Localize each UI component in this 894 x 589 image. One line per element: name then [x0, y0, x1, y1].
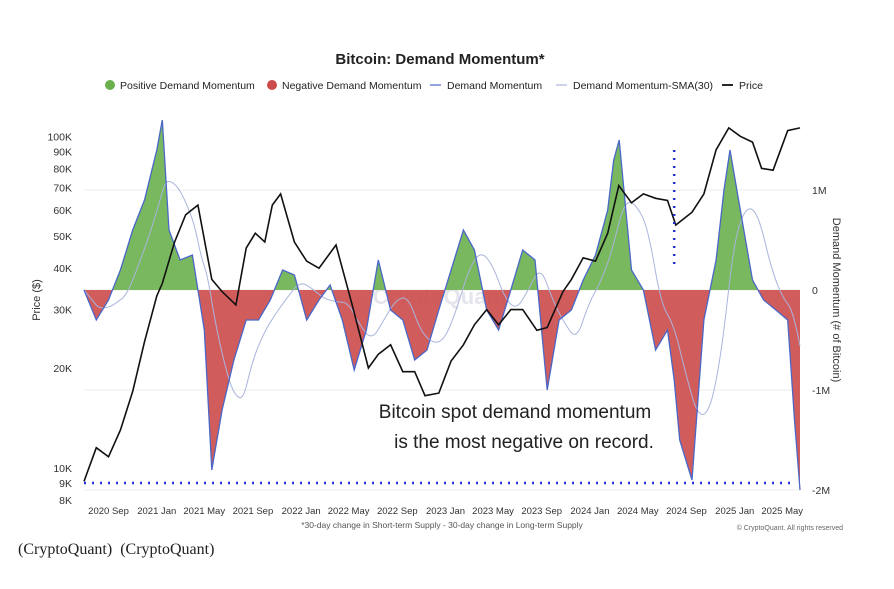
positive-momentum-area	[84, 121, 800, 290]
price-tick-label: 10K	[53, 463, 72, 475]
price-tick-label: 90K	[53, 146, 72, 158]
momentum-tick-label: -2M	[812, 485, 830, 497]
time-tick-label: 2021 Sep	[233, 506, 274, 517]
time-tick-label: 2024 Jan	[570, 506, 609, 517]
price-tick-label: 9K	[59, 478, 72, 490]
series-lines	[83, 119, 801, 491]
footnote: *30-day change in Short-term Supply - 30…	[301, 520, 583, 530]
price-tick-label: 8K	[59, 495, 72, 507]
reference-line	[84, 150, 796, 485]
y-axis-label-right: Demand Momentum (# of Bitcoin)	[830, 218, 842, 382]
legend-label-1: Positive Demand Momentum	[120, 80, 255, 92]
annotation: Bitcoin spot demand momentum is the most …	[379, 402, 654, 453]
chart-title: Bitcoin: Demand Momentum*	[335, 51, 544, 68]
annotation-line-2: is the most negative on record.	[394, 432, 654, 453]
price-tick-label: 80K	[53, 163, 72, 175]
momentum-tick-label: 0	[812, 285, 818, 297]
price-tick-label: 50K	[53, 231, 72, 243]
time-tick-label: 2024 Sep	[666, 506, 707, 517]
time-tick-label: 2022 Sep	[377, 506, 418, 517]
time-tick-label: 2023 May	[472, 506, 514, 517]
price-tick-label: 60K	[53, 205, 72, 217]
caption-source-2: CryptoQuant	[125, 541, 210, 558]
momentum-tick-label: -1M	[812, 385, 830, 397]
time-tick-label: 2024 May	[617, 506, 659, 517]
demand-momentum-chart: Bitcoin: Demand Momentum* Positive Deman…	[31, 51, 843, 532]
momentum-tick-label: 1M	[812, 185, 827, 197]
time-tick-label: 2025 May	[761, 506, 803, 517]
caption-source-1: CryptoQuant	[23, 541, 107, 558]
demand-momentum-sma-line	[83, 181, 801, 416]
time-tick-label: 2023 Jan	[426, 506, 465, 517]
time-axis: 2020 Sep 2021 Jan 2021 May 2021 Sep 2022 Jan…	[88, 506, 803, 517]
legend-marker-2	[267, 80, 277, 90]
time-tick-label: 2023 Sep	[521, 506, 562, 517]
time-tick-label: 2022 Jan	[282, 506, 321, 517]
price-axis: 100K 90K 80K 70K 60K 50K 40K 30K 20K 10K 9K 8K	[47, 131, 72, 507]
legend-marker-1	[105, 80, 115, 90]
momentum-axis: 1M 0 -1M -2M	[812, 185, 830, 497]
legend: Positive Demand Momentum Negative Demand …	[105, 80, 763, 92]
time-tick-label: 2022 May	[328, 506, 370, 517]
price-tick-label: 40K	[53, 263, 72, 275]
price-tick-label: 100K	[47, 131, 72, 143]
time-tick-label: 2021 May	[183, 506, 225, 517]
price-tick-label: 70K	[53, 183, 72, 195]
demand-momentum-line	[83, 119, 801, 491]
price-line	[83, 126, 801, 482]
legend-label-2: Negative Demand Momentum	[282, 80, 422, 92]
annotation-line-1: Bitcoin spot demand momentum	[379, 402, 651, 423]
legend-label-3: Demand Momentum	[447, 80, 542, 92]
legend-label-5: Price	[739, 80, 763, 92]
y-axis-label-left: Price ($)	[31, 279, 43, 321]
image-caption: (CryptoQuant) (CryptoQuant)	[18, 541, 215, 558]
time-tick-label: 2020 Sep	[88, 506, 129, 517]
price-tick-label: 20K	[53, 363, 72, 375]
copyright: © CryptoQuant. All rights reserved	[737, 524, 843, 532]
legend-label-4: Demand Momentum-SMA(30)	[573, 80, 713, 92]
time-tick-label: 2025 Jan	[715, 506, 754, 517]
time-tick-label: 2021 Jan	[137, 506, 176, 517]
price-tick-label: 30K	[53, 305, 72, 317]
